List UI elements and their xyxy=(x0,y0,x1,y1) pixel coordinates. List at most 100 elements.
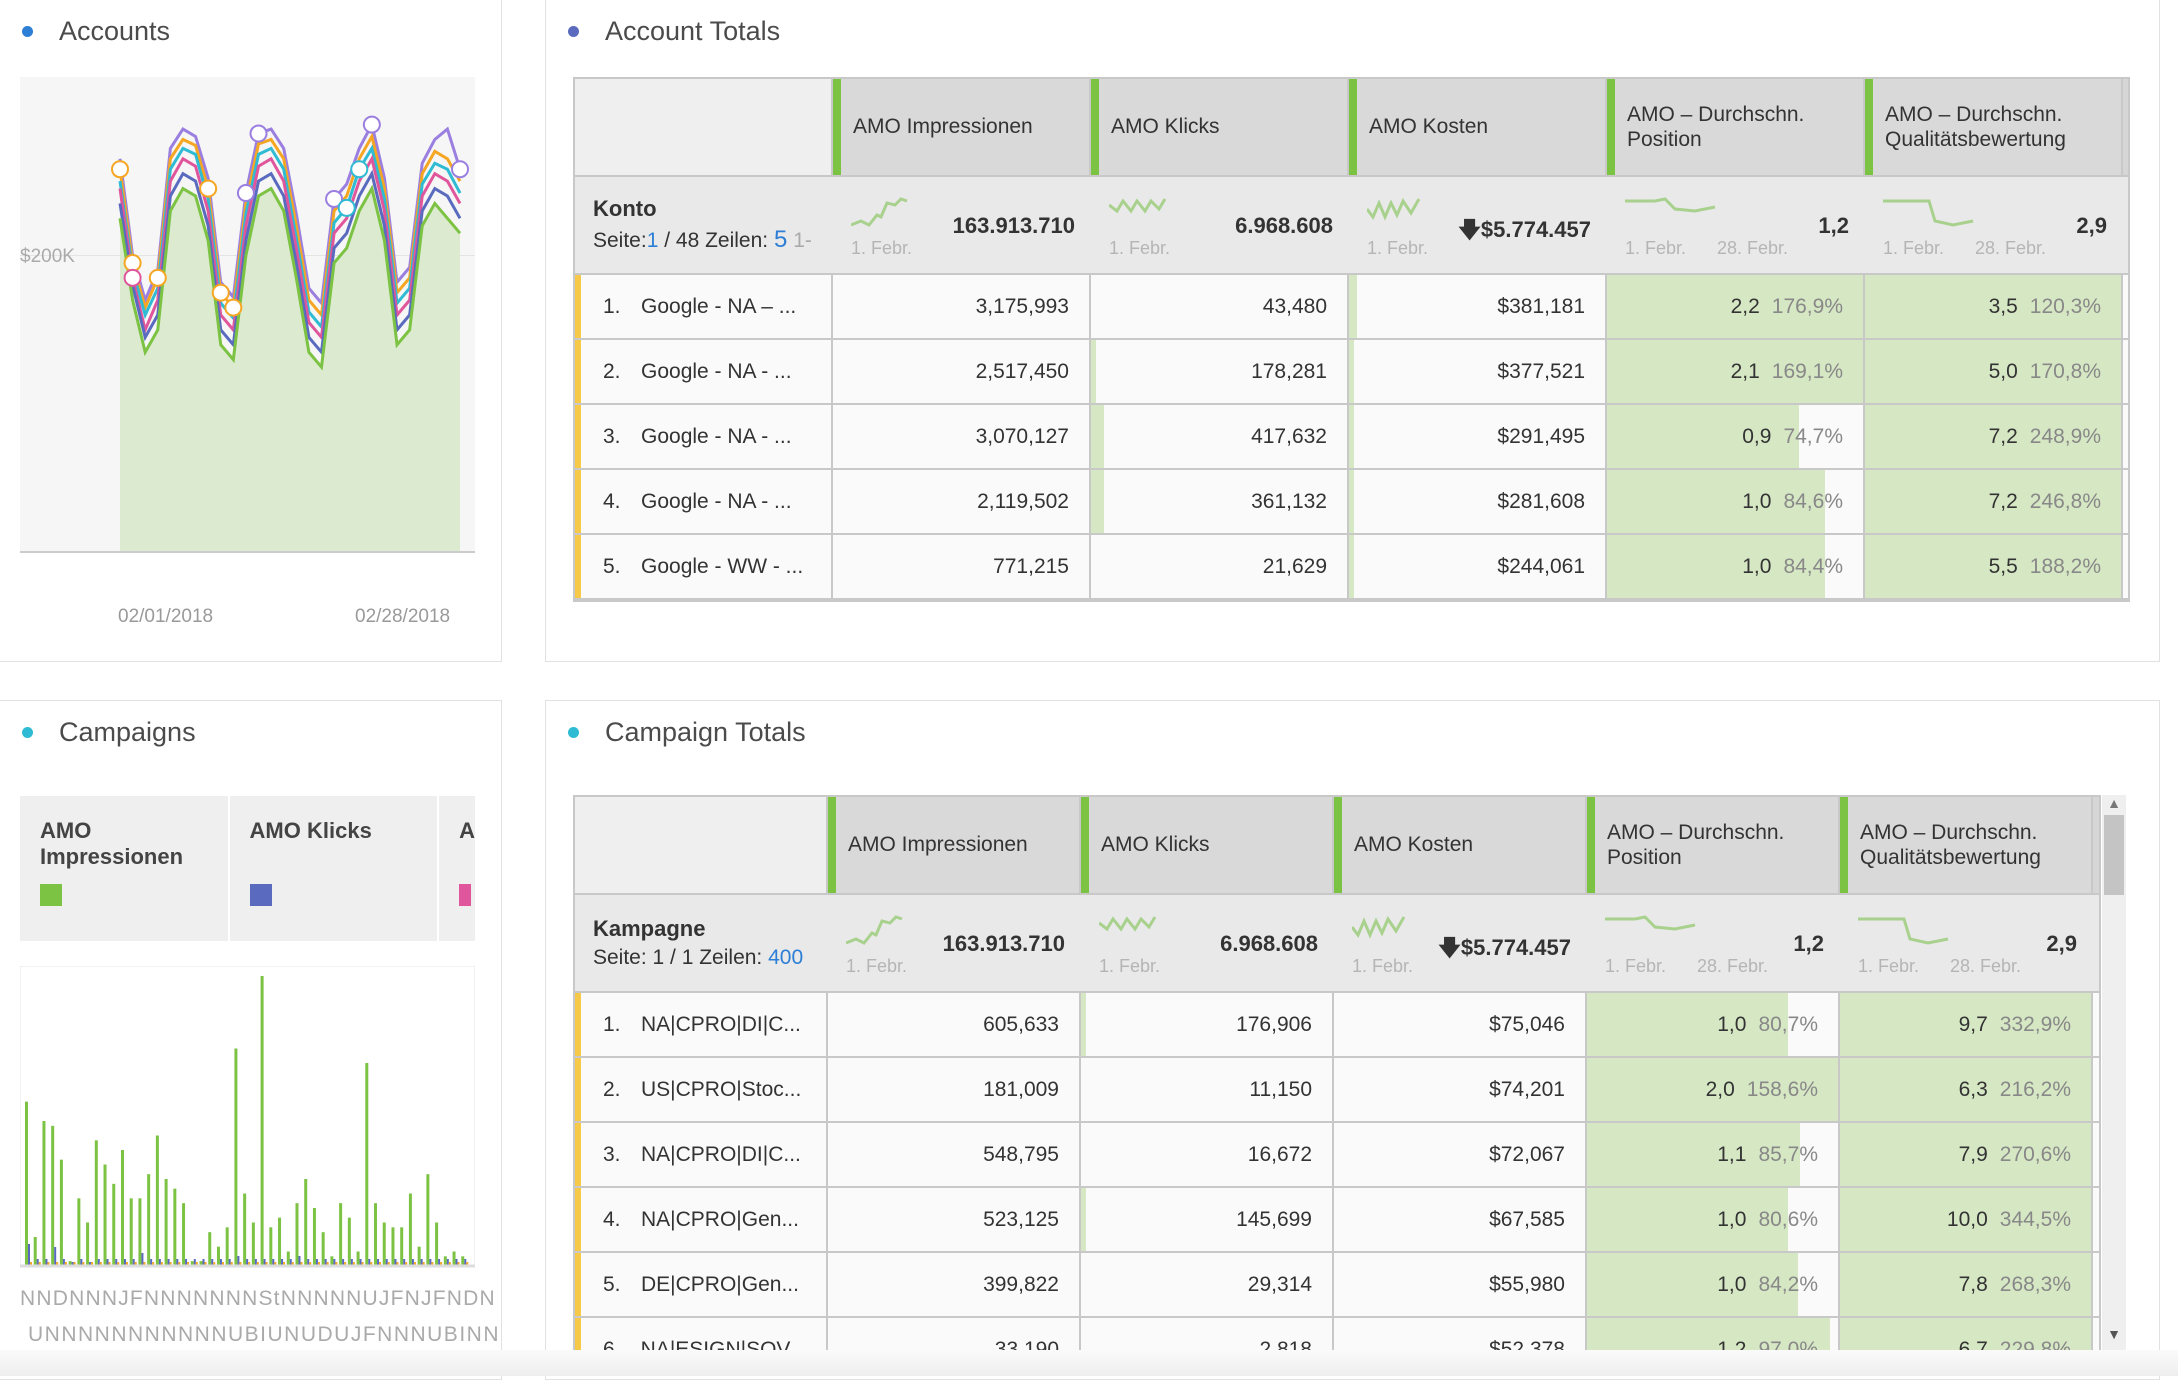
bar[interactable] xyxy=(359,1259,362,1266)
bar[interactable] xyxy=(269,1227,273,1266)
data-point[interactable] xyxy=(249,124,268,143)
drag-handle[interactable] xyxy=(1865,79,1873,175)
series-line[interactable] xyxy=(118,132,462,319)
drag-handle[interactable] xyxy=(1081,797,1089,893)
drag-handle[interactable] xyxy=(1587,797,1595,893)
bar[interactable] xyxy=(158,1259,161,1266)
table-row[interactable]: 6. NA|ESIGN|SOV... 33,190 2,818 $52,378 1,2 97… xyxy=(575,1318,2099,1350)
bar[interactable] xyxy=(403,1259,406,1266)
row-name-cell[interactable]: 3. Google - NA - ... xyxy=(575,405,833,468)
rows-selector[interactable]: 400 xyxy=(768,946,804,969)
table-row[interactable]: 1. NA|CPRO|DI|C... 605,633 176,906 $75,046 1,… xyxy=(575,993,2099,1058)
bar[interactable] xyxy=(413,1262,416,1266)
bar[interactable] xyxy=(278,1217,282,1266)
drag-handle[interactable] xyxy=(1840,797,1848,893)
column-header[interactable]: AMO – Durchschn. Qualitätsbewertung xyxy=(1840,797,2093,893)
bar[interactable] xyxy=(62,1259,65,1266)
bar[interactable] xyxy=(387,1262,390,1266)
bar[interactable] xyxy=(25,1101,28,1266)
series-line[interactable] xyxy=(118,184,462,371)
bar[interactable] xyxy=(176,1259,179,1266)
bar[interactable] xyxy=(281,1259,284,1266)
bar[interactable] xyxy=(36,1259,39,1266)
campaigns-bar-chart[interactable] xyxy=(20,966,475,1276)
column-header[interactable]: AMO Klicks xyxy=(1081,797,1334,893)
data-point[interactable] xyxy=(199,179,218,198)
bar[interactable] xyxy=(230,1262,233,1266)
data-point[interactable] xyxy=(362,115,381,134)
table-row[interactable]: 4. NA|CPRO|Gen... 523,125 145,699 $67,585 1,0… xyxy=(575,1188,2099,1253)
drag-handle[interactable] xyxy=(1349,79,1357,175)
bar[interactable] xyxy=(391,1227,395,1266)
bar[interactable] xyxy=(169,1262,172,1266)
bar[interactable] xyxy=(56,1262,59,1266)
bar[interactable] xyxy=(141,1253,144,1266)
legend-item[interactable]: A xyxy=(439,796,475,941)
bar[interactable] xyxy=(461,1256,465,1266)
data-point[interactable] xyxy=(224,298,243,317)
series-line[interactable] xyxy=(118,154,462,341)
row-name-cell[interactable]: 6. NA|ESIGN|SOV... xyxy=(575,1318,828,1350)
data-point[interactable] xyxy=(350,160,369,179)
bar[interactable] xyxy=(263,1259,266,1266)
data-point[interactable] xyxy=(451,160,469,179)
bar[interactable] xyxy=(248,1262,251,1266)
bar[interactable] xyxy=(260,976,264,1266)
drag-handle[interactable] xyxy=(828,797,836,893)
table-row[interactable]: 1. Google - NA – ... 3,175,993 43,480 $381,1… xyxy=(575,275,2128,340)
bar[interactable] xyxy=(265,1262,268,1266)
bar[interactable] xyxy=(143,1262,146,1266)
bar[interactable] xyxy=(452,1251,456,1267)
bar[interactable] xyxy=(426,1174,430,1266)
bar[interactable] xyxy=(317,1262,320,1266)
bar[interactable] xyxy=(59,1159,63,1266)
bar[interactable] xyxy=(291,1262,294,1266)
data-point[interactable] xyxy=(236,184,255,203)
bar[interactable] xyxy=(182,1203,186,1266)
bar[interactable] xyxy=(321,1232,325,1266)
bar[interactable] xyxy=(112,1183,116,1266)
bar[interactable] xyxy=(309,1262,312,1266)
bar[interactable] xyxy=(216,1246,220,1266)
series-line[interactable] xyxy=(118,120,462,307)
table-row[interactable]: 2. US|CPRO|Stoc... 181,009 11,150 $74,201 2,0… xyxy=(575,1058,2099,1123)
bar[interactable] xyxy=(71,1262,74,1266)
bar[interactable] xyxy=(150,1259,153,1266)
data-point[interactable] xyxy=(148,268,167,287)
bar[interactable] xyxy=(443,1256,447,1266)
bar[interactable] xyxy=(342,1259,345,1266)
bar[interactable] xyxy=(446,1259,449,1266)
bar[interactable] xyxy=(164,1179,168,1266)
bar[interactable] xyxy=(256,1262,259,1266)
bar[interactable] xyxy=(315,1259,318,1266)
table-row[interactable]: 2. Google - NA - ... 2,517,450 178,281 $377,… xyxy=(575,340,2128,405)
bar[interactable] xyxy=(106,1259,109,1266)
bar[interactable] xyxy=(123,1259,126,1266)
bar[interactable] xyxy=(228,1259,231,1266)
bar[interactable] xyxy=(385,1259,388,1266)
bar[interactable] xyxy=(211,1259,214,1266)
bar[interactable] xyxy=(466,1262,469,1266)
table-row[interactable]: 3. Google - NA - ... 3,070,127 417,632 $291,… xyxy=(575,405,2128,470)
bar[interactable] xyxy=(138,1198,142,1266)
bar[interactable] xyxy=(411,1259,414,1266)
bar[interactable] xyxy=(420,1259,423,1266)
scroll-down-icon[interactable]: ▼ xyxy=(2107,1326,2121,1342)
bar[interactable] xyxy=(382,1222,386,1267)
bar[interactable] xyxy=(324,1259,327,1266)
bar[interactable] xyxy=(333,1259,336,1266)
legend-item[interactable]: AMO Klicks xyxy=(230,796,440,941)
bar[interactable] xyxy=(307,1259,310,1266)
page-number[interactable]: 1 xyxy=(646,229,659,252)
bar[interactable] xyxy=(221,1262,224,1266)
data-point[interactable] xyxy=(325,189,344,208)
bar[interactable] xyxy=(431,1262,434,1266)
scrollbar[interactable]: ▲ ▼ xyxy=(2102,795,2126,1350)
bar[interactable] xyxy=(237,1256,240,1266)
column-header[interactable]: AMO – Durchschn. Position xyxy=(1587,797,1840,893)
column-header[interactable]: AMO Kosten xyxy=(1334,797,1587,893)
bar[interactable] xyxy=(448,1262,451,1266)
bar[interactable] xyxy=(254,1259,257,1266)
bar[interactable] xyxy=(208,1232,212,1266)
bar[interactable] xyxy=(370,1262,373,1266)
